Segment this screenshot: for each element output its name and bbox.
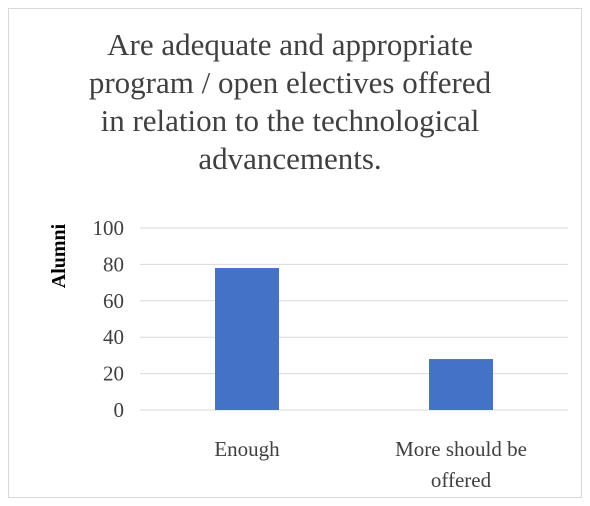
chart-title-line: program / open electives offered [88,65,492,100]
y-tick-label: 0 [114,398,125,422]
x-category-label: More should be [395,437,527,461]
gridlines [140,227,568,411]
x-category-label: offered [431,468,492,492]
chart-title-line: advancements. [198,141,382,176]
chart-title: Are adequate and appropriate program / o… [60,26,520,178]
y-axis-title: Alumni [48,223,70,288]
chart-title-line: in relation to the technological [100,103,480,138]
y-tick-label: 20 [103,362,124,386]
y-tick-label: 80 [103,252,124,276]
bar [429,359,493,410]
chart-frame [8,8,582,498]
y-tick-label: 40 [103,325,124,349]
x-category-labels: Enough More should be offered [214,437,527,492]
y-tick-label: 60 [103,289,124,313]
x-category-label: Enough [214,437,280,461]
chart-title-line: Are adequate and appropriate [107,27,473,62]
y-tick-label: 100 [93,216,125,240]
y-tick-labels: 0 20 40 60 80 100 [93,216,125,422]
bar [215,268,279,410]
bars [215,268,493,410]
